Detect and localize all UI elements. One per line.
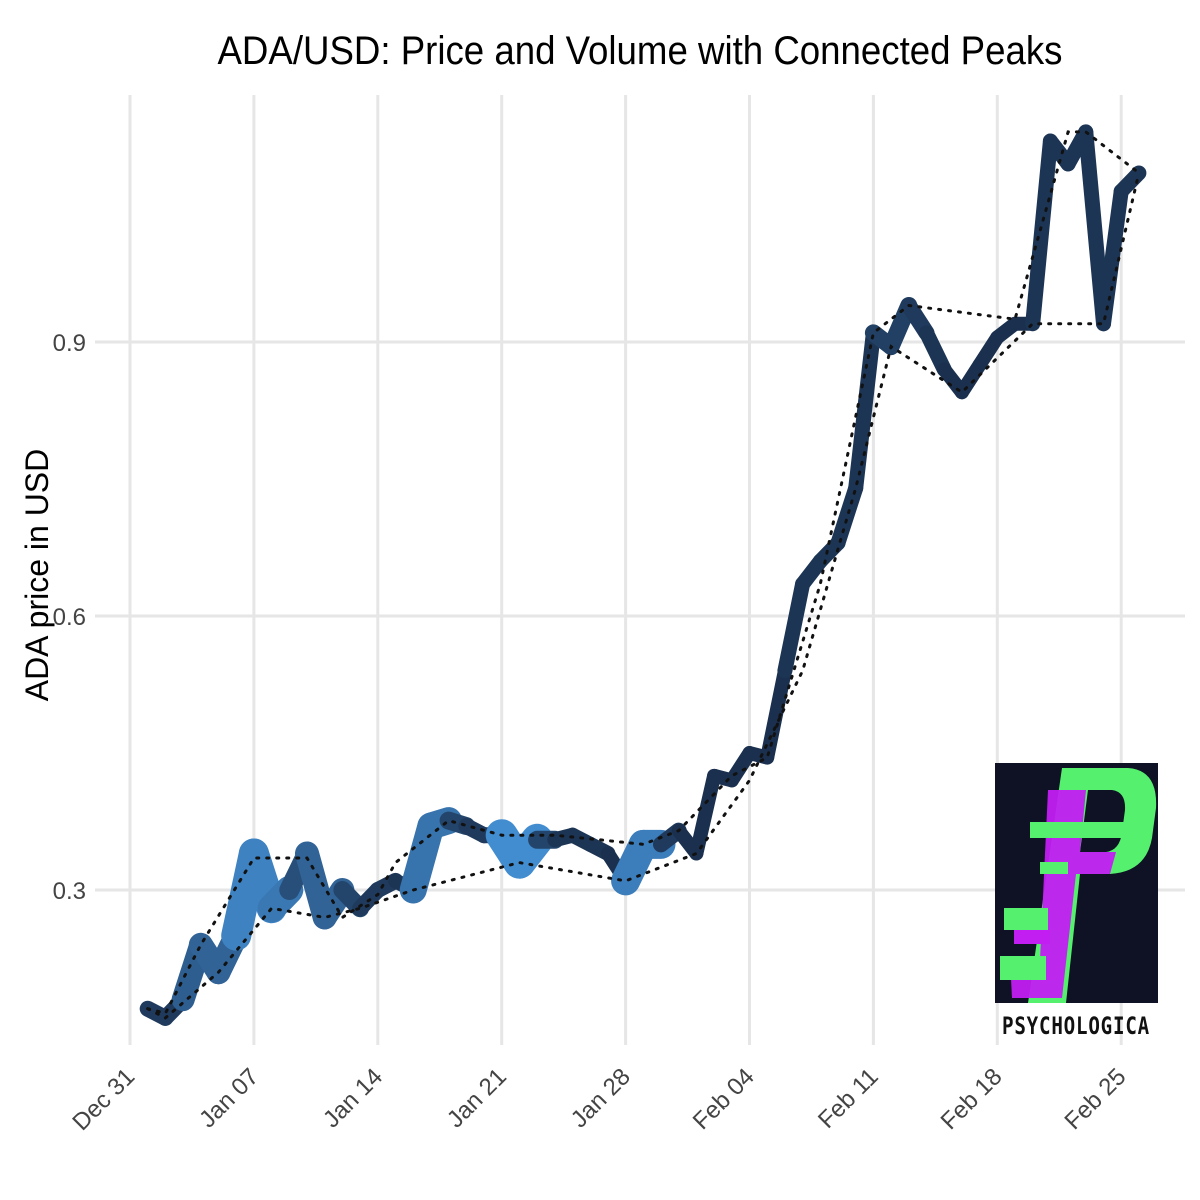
x-tick-label: Feb 11	[813, 1063, 884, 1134]
x-tick-label: Jan 21	[442, 1063, 512, 1133]
x-tick-label: Dec 31	[67, 1063, 140, 1136]
price-segment	[1025, 133, 1058, 332]
x-tick-label: Jan 07	[194, 1063, 264, 1133]
price-volume-line	[139, 124, 1147, 1026]
price-segment	[1113, 165, 1147, 199]
x-tick-label: Feb 04	[688, 1063, 760, 1135]
peak-connectors	[146, 130, 1141, 1020]
x-tick-label: Feb 25	[1060, 1063, 1132, 1135]
y-tick-label: 0.6	[53, 604, 86, 631]
peaks-dotted-line	[146, 130, 1141, 1016]
logo-p-mark	[1000, 768, 1157, 1003]
x-axis-ticks: Dec 31 Jan 07 Jan 14 Jan 21 Jan 28 Feb 04 Feb …	[67, 1063, 1131, 1136]
y-axis-label: ADA price in USD	[19, 449, 55, 702]
x-tick-label: Jan 28	[566, 1063, 636, 1133]
y-tick-label: 0.3	[53, 878, 86, 905]
price-segment	[777, 576, 811, 679]
psychologica-logo: PSYCHOLOGICA	[995, 763, 1158, 1040]
x-tick-label: Jan 14	[318, 1063, 388, 1133]
price-segment	[848, 325, 881, 496]
price-segment	[689, 768, 722, 861]
troughs-dotted-line	[146, 171, 1141, 1020]
price-segment	[1096, 183, 1129, 332]
logo-text: PSYCHOLOGICA	[1002, 1012, 1150, 1040]
x-tick-label: Feb 18	[936, 1063, 1008, 1135]
y-tick-label: 0.9	[53, 330, 86, 357]
chart-title: ADA/USD: Price and Volume with Connected…	[218, 29, 1063, 73]
y-axis-ticks: 0.3 0.6 0.9	[53, 330, 86, 905]
price-segment	[830, 480, 864, 551]
